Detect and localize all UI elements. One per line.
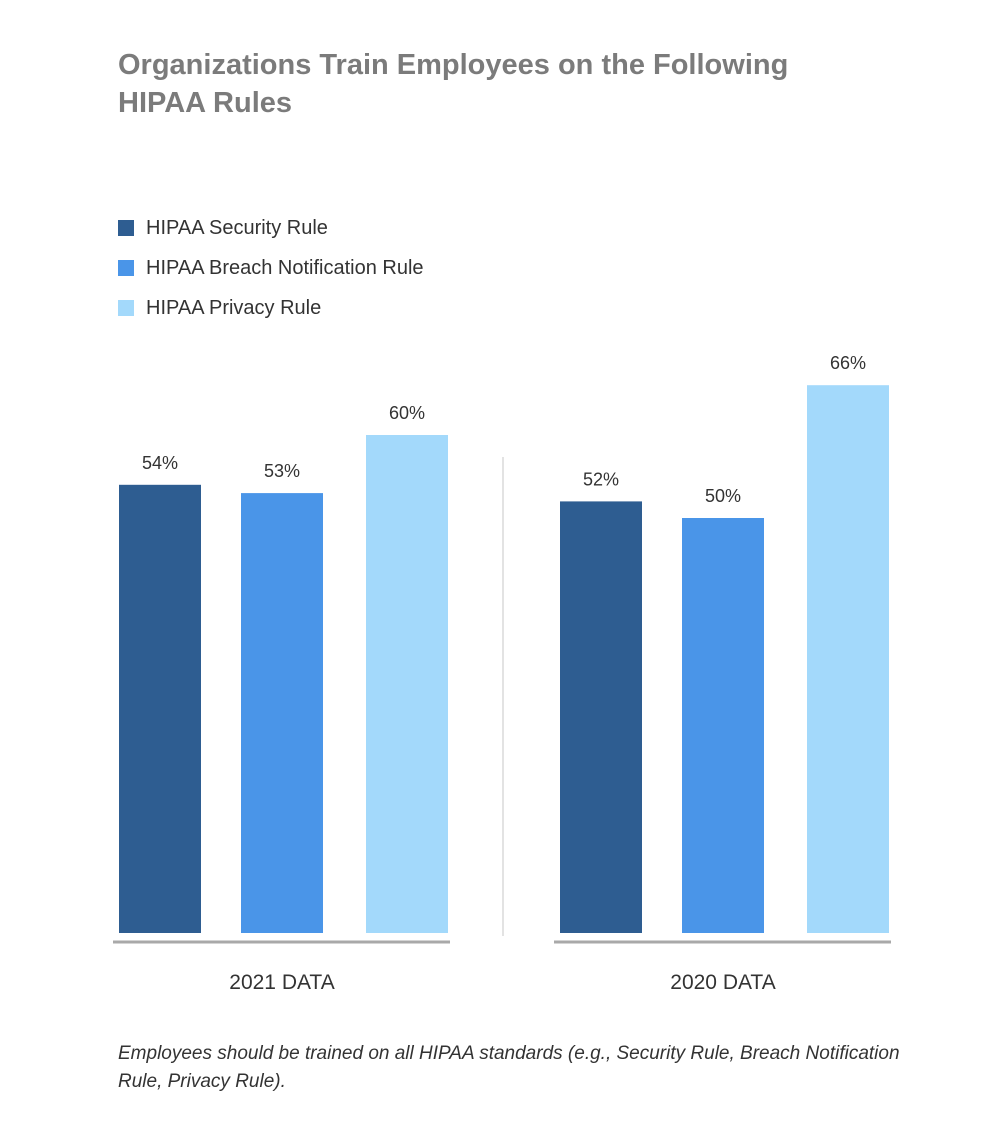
bar bbox=[119, 484, 201, 933]
footnote: Employees should be trained on all HIPAA… bbox=[118, 1043, 900, 1092]
legend-item: HIPAA Breach Notification Rule bbox=[118, 248, 424, 288]
legend-label: HIPAA Security Rule bbox=[146, 216, 328, 239]
category-label: 2021 DATA bbox=[229, 971, 334, 994]
legend-swatch bbox=[118, 300, 134, 316]
data-label: 50% bbox=[705, 486, 741, 506]
legend-item: HIPAA Security Rule bbox=[118, 208, 424, 248]
category-label: 2020 DATA bbox=[670, 971, 775, 994]
data-label: 54% bbox=[142, 453, 178, 473]
data-label: 53% bbox=[264, 461, 300, 481]
legend: HIPAA Security Rule HIPAA Breach Notific… bbox=[118, 208, 424, 328]
legend-item: HIPAA Privacy Rule bbox=[118, 288, 424, 328]
bar bbox=[682, 518, 764, 933]
legend-label: HIPAA Privacy Rule bbox=[146, 296, 322, 319]
bar bbox=[366, 435, 448, 933]
data-label: 66% bbox=[830, 353, 866, 373]
legend-label: HIPAA Breach Notification Rule bbox=[146, 256, 424, 279]
bar bbox=[807, 385, 889, 933]
legend-swatch bbox=[118, 220, 134, 236]
bar bbox=[560, 501, 642, 933]
bar bbox=[241, 493, 323, 933]
data-label: 52% bbox=[583, 469, 619, 489]
legend-swatch bbox=[118, 260, 134, 276]
data-label: 60% bbox=[389, 403, 425, 423]
chart-title: Organizations Train Employees on the Fol… bbox=[118, 49, 789, 119]
